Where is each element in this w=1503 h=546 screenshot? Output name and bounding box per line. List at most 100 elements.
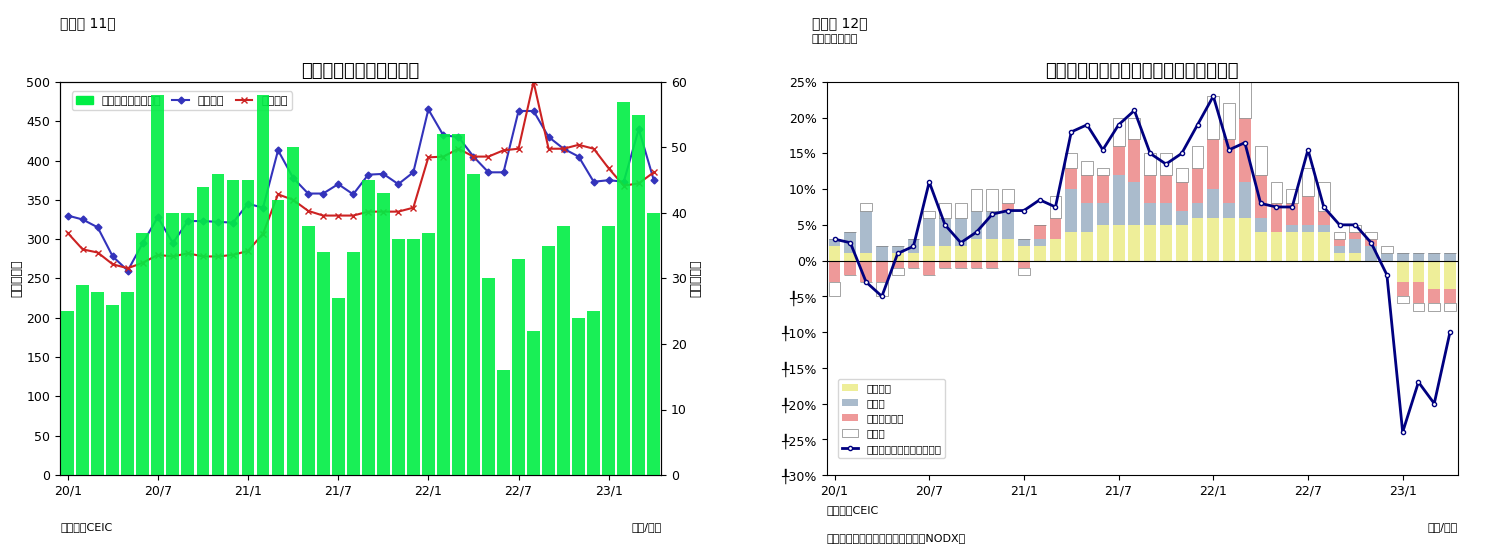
Bar bbox=[1223, 139, 1235, 204]
Line: 総輸出額: 総輸出額 bbox=[65, 107, 657, 273]
総輸入額 bbox=[179, 250, 197, 257]
Bar bbox=[1413, 304, 1425, 311]
Bar bbox=[1318, 211, 1330, 225]
Bar bbox=[828, 260, 840, 282]
総輸入額 bbox=[59, 229, 77, 236]
Bar bbox=[1255, 232, 1267, 260]
Bar bbox=[107, 305, 119, 475]
総輸入額 bbox=[74, 246, 92, 253]
総輸入額 bbox=[615, 182, 633, 189]
総輸出額 bbox=[434, 132, 452, 139]
Bar bbox=[1175, 168, 1187, 182]
総輸出額 bbox=[374, 170, 392, 177]
Bar bbox=[1428, 260, 1440, 289]
Bar bbox=[954, 260, 966, 268]
総輸入額 bbox=[540, 145, 558, 152]
Bar bbox=[392, 239, 404, 475]
Bar bbox=[77, 285, 89, 475]
総輸出額 bbox=[134, 240, 152, 246]
Bar bbox=[1255, 175, 1267, 218]
Bar bbox=[923, 246, 935, 260]
Bar bbox=[891, 268, 903, 275]
Bar bbox=[891, 246, 903, 253]
総輸出額 bbox=[224, 219, 242, 226]
Bar bbox=[543, 246, 555, 475]
Bar bbox=[1018, 260, 1030, 268]
Bar bbox=[92, 292, 104, 475]
Bar bbox=[1129, 182, 1141, 225]
総輸入額 bbox=[510, 145, 528, 152]
Bar bbox=[212, 174, 224, 475]
Bar bbox=[923, 211, 935, 218]
Bar bbox=[1381, 246, 1393, 253]
Bar bbox=[1207, 139, 1219, 189]
Bar bbox=[1066, 232, 1078, 260]
Bar bbox=[1160, 153, 1172, 175]
Bar bbox=[1365, 246, 1377, 260]
Bar bbox=[1444, 304, 1456, 311]
総輸入額 bbox=[269, 191, 287, 198]
総輸出額 bbox=[615, 179, 633, 185]
Bar bbox=[1034, 246, 1046, 260]
Bar bbox=[1396, 296, 1408, 304]
総輸入額 bbox=[404, 204, 422, 211]
Bar bbox=[588, 311, 600, 475]
Bar bbox=[1112, 146, 1124, 175]
総輸出額 bbox=[104, 253, 122, 260]
総輸出額 bbox=[209, 218, 227, 225]
総輸出額 bbox=[194, 218, 212, 224]
Bar bbox=[1097, 175, 1109, 204]
Bar bbox=[152, 95, 164, 475]
Bar bbox=[1270, 204, 1282, 232]
Bar bbox=[1018, 246, 1030, 260]
総輸出額 bbox=[419, 106, 437, 112]
Bar bbox=[1192, 218, 1204, 260]
Bar bbox=[1192, 204, 1204, 218]
Bar bbox=[986, 239, 998, 260]
Bar bbox=[939, 260, 951, 268]
総輸出額 bbox=[510, 108, 528, 114]
総輸出額 bbox=[239, 200, 257, 207]
Bar bbox=[954, 204, 966, 218]
総輸出額 bbox=[89, 224, 107, 230]
Bar bbox=[1381, 253, 1393, 260]
Bar bbox=[287, 147, 299, 475]
Y-axis label: （億ドル）: （億ドル） bbox=[11, 260, 24, 297]
総輸入額 bbox=[389, 209, 407, 215]
Bar bbox=[1428, 289, 1440, 304]
Bar bbox=[939, 204, 951, 218]
Bar bbox=[860, 211, 872, 253]
Bar bbox=[1049, 218, 1061, 239]
Bar bbox=[558, 226, 570, 475]
総輸入額 bbox=[284, 197, 302, 203]
Bar bbox=[1444, 253, 1456, 260]
Bar bbox=[1302, 196, 1314, 225]
Bar bbox=[1175, 225, 1187, 260]
総輸出額 bbox=[630, 126, 648, 132]
Bar bbox=[908, 239, 920, 253]
総輸入額 bbox=[314, 212, 332, 219]
Bar bbox=[272, 200, 284, 475]
Bar bbox=[1287, 204, 1299, 225]
総輸入額 bbox=[254, 230, 272, 237]
Bar bbox=[876, 246, 888, 260]
Bar bbox=[1066, 153, 1078, 168]
Bar bbox=[1270, 182, 1282, 204]
Bar bbox=[317, 252, 329, 475]
Bar bbox=[1192, 146, 1204, 168]
Text: （資料）CEIC: （資料）CEIC bbox=[827, 505, 879, 515]
総輸入額 bbox=[149, 252, 167, 258]
Text: （図表 12）: （図表 12） bbox=[812, 16, 867, 31]
Bar bbox=[618, 102, 630, 475]
総輸入額 bbox=[525, 79, 543, 85]
総輸出額 bbox=[404, 169, 422, 176]
Bar bbox=[860, 204, 872, 211]
総輸入額 bbox=[374, 209, 392, 215]
総輸出額 bbox=[269, 147, 287, 153]
Bar bbox=[876, 282, 888, 296]
Bar bbox=[1444, 260, 1456, 289]
Bar bbox=[860, 253, 872, 260]
Bar bbox=[986, 260, 998, 268]
Bar bbox=[908, 260, 920, 268]
Line: 総輸入額: 総輸入額 bbox=[65, 79, 657, 272]
